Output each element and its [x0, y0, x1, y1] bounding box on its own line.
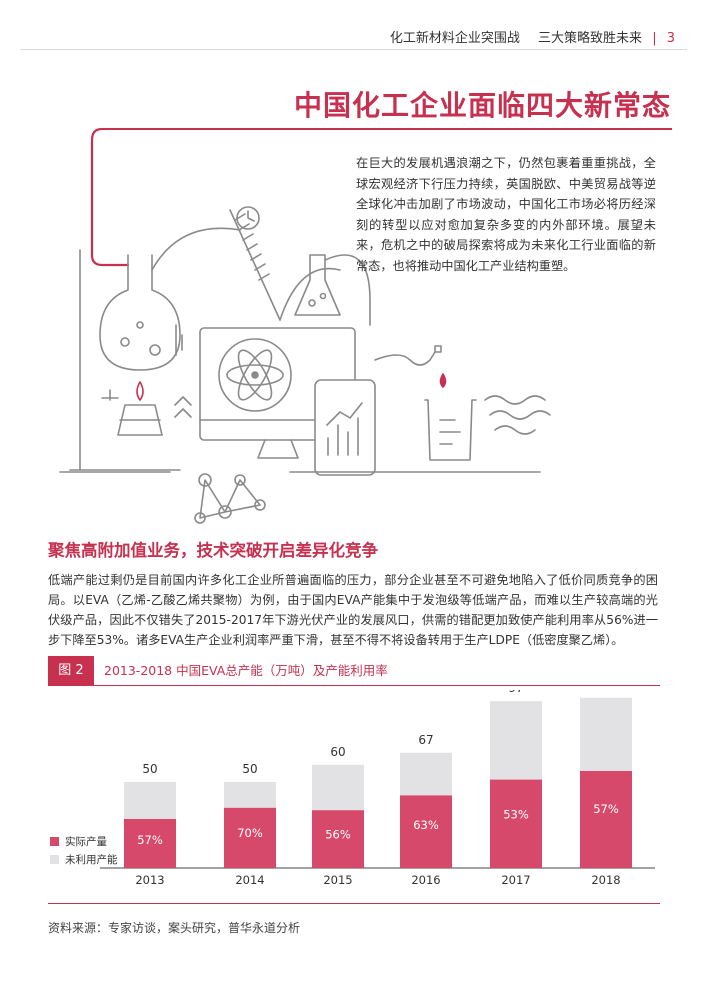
intro-paragraph: 在巨大的发展机遇浪潮之下，仍然包裹着重重挑战，全球宏观经济下行压力持续，英国脱欧… [356, 156, 656, 273]
legend-item-unused: 未利用产能 [50, 850, 118, 868]
lab-illustration [59, 127, 551, 524]
utilization-label-2013: 57% [137, 833, 163, 847]
bar-actual-2017 [490, 779, 542, 868]
header-left-title: 化工新材料企业突围战 [389, 31, 520, 46]
x-tick-label-2013: 2013 [135, 873, 164, 887]
body-paragraph: 低端产能过剩仍是目前国内许多化工企业所普遍面临的压力，部分企业甚至不可避免地陷入… [48, 573, 658, 647]
legend-label-actual: 实际产量 [65, 835, 107, 848]
utilization-label-2016: 63% [413, 818, 439, 832]
source-divider [48, 903, 660, 904]
round-flask-icon [99, 227, 241, 371]
total-label-2013: 50 [142, 762, 157, 776]
phone-chart-icon [314, 379, 376, 476]
legend-item-actual: 实际产量 [50, 832, 118, 850]
x-tick-label-2017: 2017 [501, 873, 530, 887]
bar-unused-2015 [312, 764, 364, 811]
monitor-atom-icon [199, 327, 356, 459]
total-label-2017: 97 [508, 690, 523, 695]
header-separator: | [652, 31, 657, 46]
bar-unused-2016 [400, 752, 452, 796]
legend-swatch-unused [50, 854, 59, 864]
x-tick-label-2015: 2015 [323, 873, 352, 887]
legend-label-unused: 未利用产能 [65, 853, 118, 866]
title-rule [102, 128, 672, 130]
bar-actual-2013 [124, 818, 176, 868]
x-tick-label-2018: 2018 [591, 873, 620, 887]
bar-unused-2013 [124, 782, 176, 819]
bar-unused-2018 [580, 697, 632, 771]
total-label-2016: 67 [418, 733, 433, 747]
header-right-title: 三大策略致胜未来 [538, 31, 643, 46]
bar-actual-2018 [580, 770, 632, 868]
eva-capacity-chart: 50 57% 2013 50 70% 2014 60 56% 2015 67 63% 2016 97 53… [100, 690, 655, 887]
page-title: 中国化工企业面临四大新常态 [293, 89, 671, 122]
total-label-2014: 50 [242, 762, 257, 776]
bar-actual-2015 [312, 810, 364, 868]
bar-unused-2017 [490, 701, 542, 780]
burner-stand-icon [69, 249, 181, 471]
chart-legend: 实际产量 未利用产能 [50, 832, 118, 868]
bar-actual-2014 [224, 807, 276, 868]
utilization-label-2018: 57% [593, 802, 619, 816]
figure-title: 2013-2018 中国EVA总产能（万吨）及产能利用率 [104, 663, 388, 678]
coil-condenser-icon [229, 209, 341, 321]
utilization-label-2014: 70% [237, 826, 263, 840]
legend-swatch-actual [50, 836, 59, 846]
header-divider [20, 49, 687, 50]
clock-icon [236, 206, 260, 230]
page-number: 3 [666, 31, 675, 46]
section-title: 聚焦高附加值业务，技术突破开启差异化竞争 [48, 541, 378, 560]
total-label-2018: 99 [598, 690, 613, 692]
utilization-label-2015: 56% [325, 827, 351, 841]
bar-actual-2016 [400, 795, 452, 868]
x-tick-label-2016: 2016 [411, 873, 440, 887]
source-note: 资料来源：专家访谈，案头研究，普华永道分析 [48, 921, 301, 935]
running-header: 化工新材料企业突围战 三大策略致胜未来 | 3 [390, 27, 675, 46]
conical-flask-icon [294, 254, 371, 326]
dropper-icon [374, 345, 447, 388]
bar-unused-2014 [224, 782, 276, 808]
molecule-icon [194, 473, 266, 524]
figure-header: 图 2 2013-2018 中国EVA总产能（万吨）及产能利用率 [48, 656, 660, 686]
beaker-icon [424, 399, 477, 461]
figure-tag: 图 2 [48, 656, 94, 685]
total-label-2015: 60 [330, 745, 345, 759]
utilization-label-2017: 53% [503, 808, 529, 822]
x-tick-label-2014: 2014 [235, 873, 264, 887]
